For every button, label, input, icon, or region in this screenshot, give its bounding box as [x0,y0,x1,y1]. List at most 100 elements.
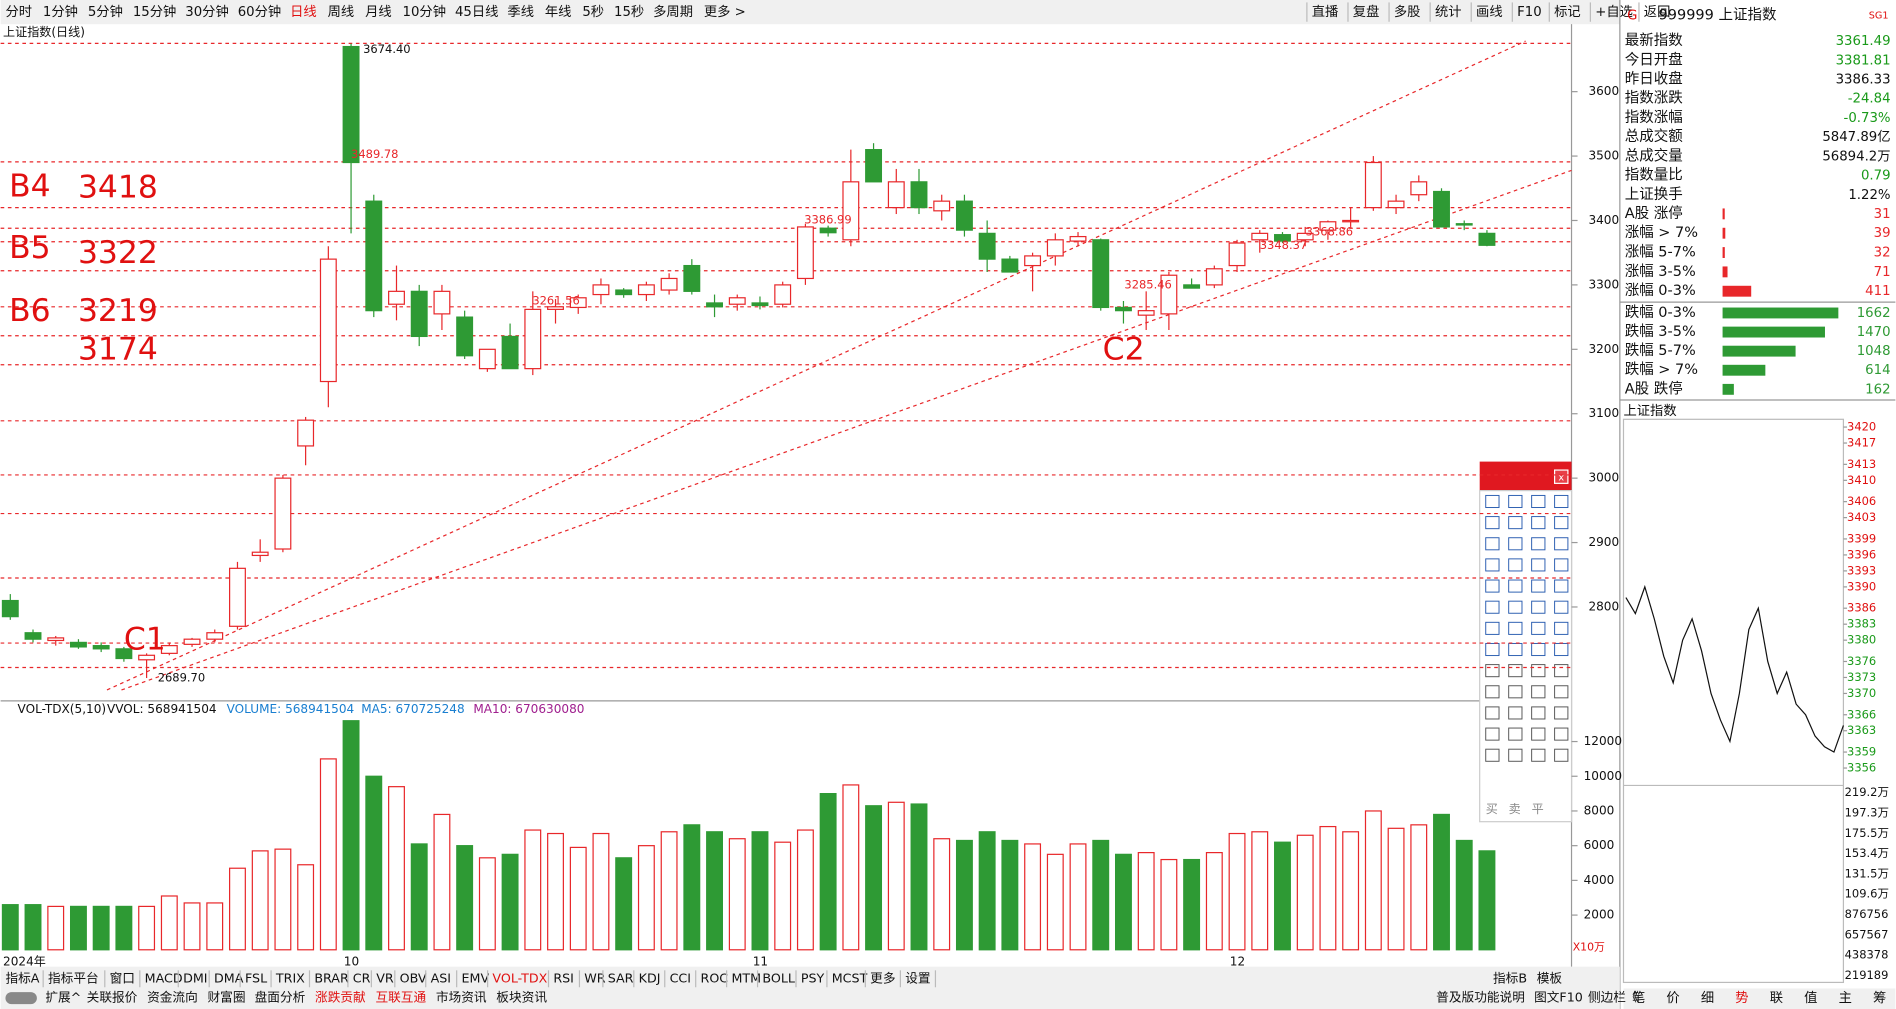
indicator-tab[interactable]: DMA [214,970,244,985]
palette-close-icon[interactable]: x [1558,472,1564,483]
side-tab[interactable]: 筹 [1873,989,1886,1006]
candle-body [1160,274,1178,315]
period-tab[interactable]: 45日线 [455,4,498,20]
volume-bar [1319,825,1337,951]
indicator-tab[interactable]: 模板 [1537,970,1563,985]
bottom-tab[interactable]: 财富圈 [208,990,246,1005]
indicator-tab[interactable]: TRIX [275,970,305,985]
period-tab[interactable]: 5秒 [582,4,604,20]
indicator-tab[interactable]: 指标B [1493,970,1527,985]
tool-button[interactable]: 复盘 [1353,3,1380,20]
indicator-tab[interactable]: ASI [431,970,451,985]
indicator-tab[interactable]: MCST [832,970,868,985]
bottom-tab[interactable]: 侧边栏《 [1588,990,1639,1005]
period-tab[interactable]: 60分钟 [238,3,281,20]
side-tab[interactable]: 联 [1770,990,1783,1006]
period-tab[interactable]: 周线 [328,4,355,20]
indicator-tab[interactable]: FSL [245,970,267,985]
indicator-tab[interactable]: 更多 [870,970,895,985]
candle-body [910,181,928,209]
side-tab[interactable]: 值 [1804,990,1817,1006]
period-tab[interactable]: 多周期 [653,3,693,20]
bottom-tab[interactable]: 互联互通 [375,990,426,1005]
volume-bar [1183,858,1201,951]
indicator-tab[interactable]: ROC [701,970,729,985]
period-tab[interactable]: 1分钟 [43,3,78,20]
tool-button[interactable]: F10 [1517,5,1542,20]
indicator-tab[interactable]: SAR [608,970,634,985]
candle-body [1001,258,1019,273]
bottom-tab[interactable]: 盘面分析 [255,990,306,1005]
y-tick-label: 4000 [1584,873,1615,887]
period-tab[interactable]: 更多 > [704,3,746,20]
bottom-tab[interactable]: 扩展^ [45,990,81,1005]
indicator-tab[interactable]: DMI [183,970,207,985]
side-tab[interactable]: 价 [1666,991,1679,1006]
indicator-tab[interactable]: 窗口 [110,970,135,985]
period-tab[interactable]: 15秒 [614,4,644,20]
y-tick-label: 3373 [1847,670,1876,684]
tool-button[interactable]: 标记 [1554,4,1581,20]
indicator-tab[interactable]: 设置 [905,970,930,985]
indicator-tab[interactable]: PSY [801,970,825,985]
intraday-title: 上证指数 [1623,403,1676,419]
tool-button[interactable]: 多股 [1394,3,1421,20]
period-tab[interactable]: 5分钟 [88,3,123,20]
indicator-tab[interactable]: 指标平台 [48,970,99,985]
bottom-tab[interactable]: 关联报价 [87,990,138,1005]
tool-button[interactable]: 画线 [1476,4,1503,20]
volume-label: 657567 [1845,927,1889,941]
volume-label: 175.5万 [1845,826,1889,840]
indicator-tab[interactable]: CCI [670,970,691,985]
y-tick-label: 3396 [1847,547,1876,561]
side-tab[interactable]: 势 [1735,990,1748,1006]
period-tab[interactable]: 日线 [290,4,317,20]
indicator-tab[interactable]: BOLL [762,970,795,985]
volume-label: 219189 [1845,968,1889,982]
tool-button[interactable]: +自选 [1595,4,1633,20]
bottom-tab[interactable]: 市场资讯 [436,990,487,1005]
period-tab[interactable]: 年线 [545,4,572,20]
volume-bar [819,793,837,951]
volume-bar [706,831,723,951]
period-tab[interactable]: 30分钟 [185,3,228,20]
palette-close[interactable] [1554,469,1569,484]
bottom-tab[interactable]: 图文F10 [1534,990,1583,1005]
indicator-tab[interactable]: WR [584,970,606,985]
bottom-tab[interactable]: 涨跌贡献 [315,990,366,1005]
indicator-tab[interactable]: KDJ [639,970,661,985]
tool-button[interactable]: 统计 [1435,4,1462,20]
indicator-tab[interactable]: OBV [400,970,427,985]
candle-body [1183,284,1201,289]
breadth-label: 涨幅 0-3% [1625,282,1696,299]
palette-icon [1554,664,1569,678]
period-tab[interactable]: 分时 [5,4,32,20]
period-tab[interactable]: 15分钟 [133,3,176,20]
volume-bar [160,895,178,951]
y-tick-label: 2000 [1584,908,1615,922]
period-tab[interactable]: 月线 [365,4,392,20]
tool-button[interactable]: 直播 [1312,4,1339,20]
bottom-tab[interactable]: 普及版功能说明 [1436,990,1525,1005]
indicator-tab[interactable]: 指标A [5,970,39,985]
indicator-tab[interactable]: MACD [145,970,183,985]
bottom-tab[interactable]: 板块资讯 [496,990,547,1005]
side-tab[interactable]: 主 [1839,990,1852,1006]
period-tab[interactable]: 10分钟 [403,3,446,20]
side-tab[interactable]: 笔 [1632,990,1645,1006]
palette-icon [1554,685,1569,699]
side-tab[interactable]: 细 [1701,990,1714,1006]
indicator-tab[interactable]: VOL-TDX [492,970,547,985]
quote-value: 3381.81 [1836,53,1891,68]
period-tab[interactable]: 季线 [507,4,534,20]
indicator-tab[interactable]: RSI [553,970,574,985]
quote-label: 指数涨跌 [1625,90,1683,107]
bottom-tab[interactable]: 资金流向 [147,990,198,1005]
indicator-tab[interactable]: VR [376,970,394,985]
indicator-tab[interactable]: BRAR [314,970,349,985]
indicator-tab[interactable]: CR [353,970,371,985]
tool-button[interactable]: 返回 [1644,4,1671,20]
indicator-tab[interactable]: MTM [731,970,761,985]
indicator-tab[interactable]: EMV [462,970,490,985]
